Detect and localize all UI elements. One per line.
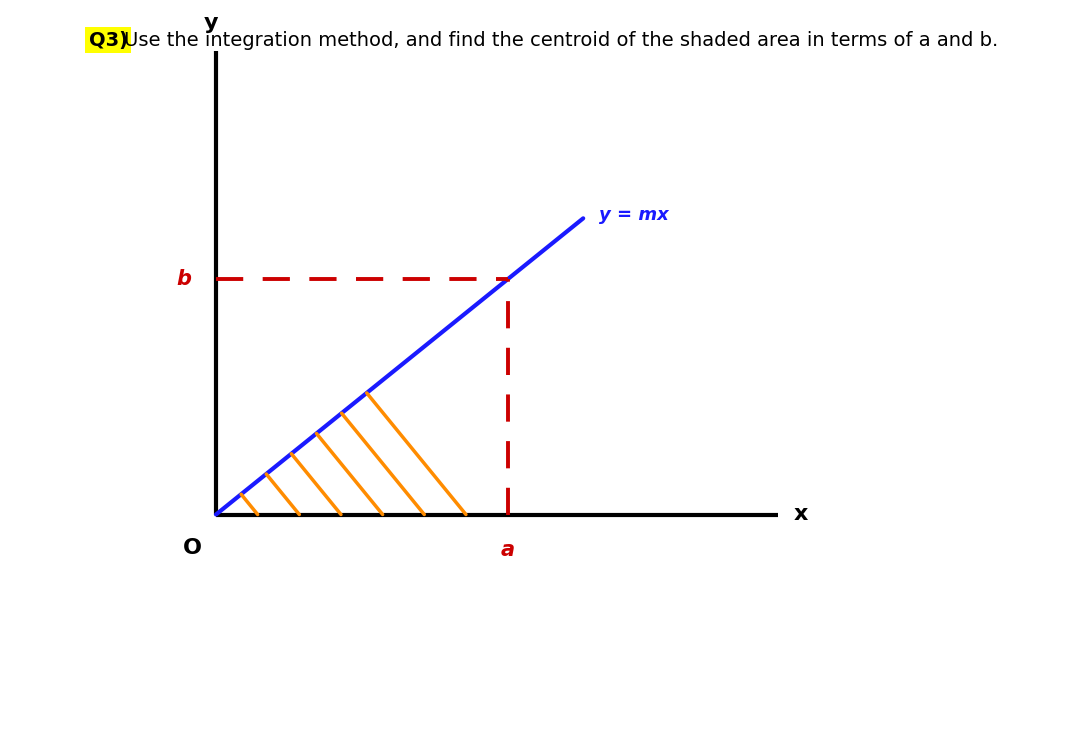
Text: O: O [183, 537, 202, 558]
Text: y: y [203, 13, 218, 33]
Text: y = mx: y = mx [599, 206, 670, 223]
Text: Q3): Q3) [89, 31, 127, 50]
Text: Use the integration method, and find the centroid of the shaded area in terms of: Use the integration method, and find the… [124, 31, 999, 50]
Text: a: a [500, 539, 515, 560]
Text: x: x [794, 504, 808, 525]
Text: b: b [176, 269, 191, 290]
